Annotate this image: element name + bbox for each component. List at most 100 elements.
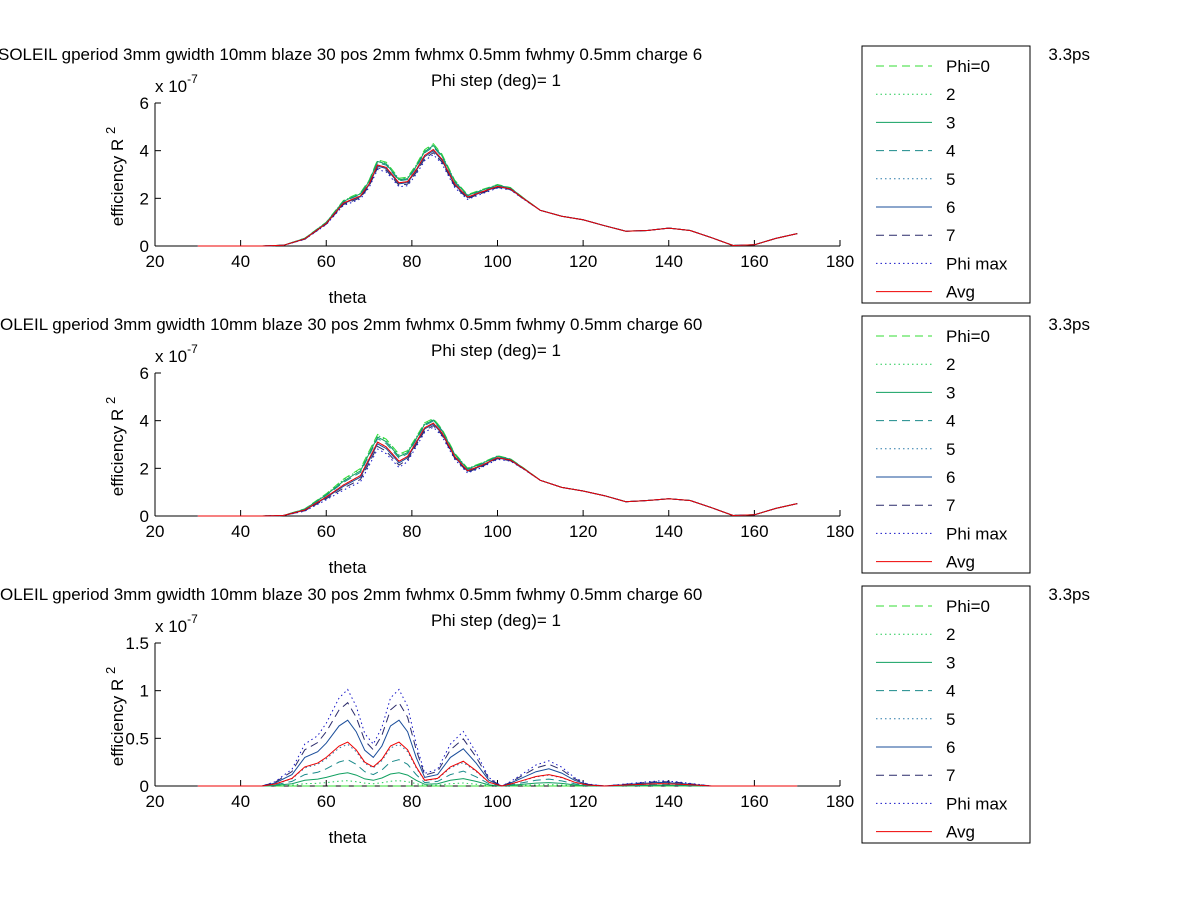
y-tick-label: 6 bbox=[140, 94, 149, 113]
y-tick-label: 2 bbox=[140, 459, 149, 478]
y-axis-label: efficiency R 2 bbox=[103, 397, 127, 497]
y-exponent-label: x 10-7 bbox=[155, 612, 198, 636]
legend-entry: 7 bbox=[946, 496, 955, 515]
legend-entry: 6 bbox=[946, 738, 955, 757]
legend: Phi=0 2 3 4 5 6 7 Phi max Avg bbox=[861, 585, 1031, 844]
x-tick-label: 120 bbox=[569, 252, 597, 271]
y-exponent-sup: -7 bbox=[187, 72, 198, 86]
series-line-phi-max bbox=[197, 426, 798, 517]
chart-title: OLEIL gperiod 3mm gwidth 10mm blaze 30 p… bbox=[0, 585, 702, 604]
x-tick-label: 160 bbox=[740, 252, 768, 271]
chart-subtitle: Phi step (deg)= 1 bbox=[431, 341, 561, 360]
legend-entry: 3 bbox=[946, 653, 955, 672]
y-tick-label: 2 bbox=[140, 189, 149, 208]
legend-entry: Avg bbox=[946, 283, 975, 302]
series-line-avg bbox=[197, 422, 798, 517]
legend-entry: 6 bbox=[946, 468, 955, 487]
series-line-5 bbox=[197, 422, 798, 517]
series-line-7 bbox=[197, 152, 798, 247]
x-tick-label: 60 bbox=[317, 252, 336, 271]
x-tick-label: 100 bbox=[483, 792, 511, 811]
legend-entry: 2 bbox=[946, 625, 955, 644]
series-line-6 bbox=[197, 150, 798, 247]
legend-entry: Phi max bbox=[946, 794, 1008, 813]
chart-title: SOLEIL gperiod 3mm gwidth 10mm blaze 30 … bbox=[0, 45, 702, 64]
y-axis-label: efficiency R 2 bbox=[103, 127, 127, 227]
x-tick-label: 140 bbox=[655, 792, 683, 811]
y-axis-label-sup: 2 bbox=[103, 397, 118, 404]
legend-box bbox=[861, 585, 1031, 844]
x-tick-label: 100 bbox=[483, 522, 511, 541]
legend-entry: 5 bbox=[946, 170, 955, 189]
x-axis-label: theta bbox=[329, 828, 367, 847]
x-tick-label: 20 bbox=[146, 792, 165, 811]
series-line-4 bbox=[197, 146, 798, 247]
x-tick-label: 160 bbox=[740, 522, 768, 541]
y-tick-label: 1 bbox=[140, 682, 149, 701]
x-tick-label: 160 bbox=[740, 792, 768, 811]
legend-box bbox=[861, 45, 1031, 304]
x-tick-label: 180 bbox=[826, 522, 854, 541]
legend-entry: Phi max bbox=[946, 254, 1008, 273]
series-line-phi-0 bbox=[197, 143, 798, 247]
legend-entry: Phi=0 bbox=[946, 327, 990, 346]
legend-entry: 4 bbox=[946, 412, 955, 431]
legend-entry: Phi=0 bbox=[946, 57, 990, 76]
legend-entry: 4 bbox=[946, 682, 955, 701]
x-tick-label: 140 bbox=[655, 252, 683, 271]
x-tick-label: 20 bbox=[146, 252, 165, 271]
chart-title-right: 3.3ps bbox=[1048, 315, 1090, 334]
y-tick-label: 0.5 bbox=[125, 729, 149, 748]
x-tick-label: 80 bbox=[402, 522, 421, 541]
series-line-phi-max bbox=[197, 153, 798, 247]
y-axis-label-sup: 2 bbox=[103, 667, 118, 674]
series-line-2 bbox=[197, 418, 798, 517]
legend-entry: Phi=0 bbox=[946, 597, 990, 616]
series-line-7 bbox=[197, 424, 798, 517]
chart-panel-2: 20 40 60 80 100 120 140 160 180 0 2 4 6 x 10-7 theta ef… bbox=[0, 315, 854, 577]
legend-entry: 4 bbox=[946, 142, 955, 161]
x-tick-label: 120 bbox=[569, 792, 597, 811]
x-tick-label: 40 bbox=[231, 522, 250, 541]
x-tick-label: 120 bbox=[569, 522, 597, 541]
y-tick-label: 1.5 bbox=[125, 634, 149, 653]
x-tick-label: 80 bbox=[402, 252, 421, 271]
legend-box bbox=[861, 315, 1031, 574]
series-line-phi-0 bbox=[197, 417, 798, 517]
series-line-4 bbox=[197, 759, 798, 787]
y-exponent-label: x 10-7 bbox=[155, 342, 198, 366]
y-axis-label: efficiency R 2 bbox=[103, 667, 127, 767]
series-line-3 bbox=[197, 772, 798, 787]
series-line-avg bbox=[197, 148, 798, 247]
y-exponent-sup: -7 bbox=[187, 342, 198, 356]
x-tick-label: 180 bbox=[826, 252, 854, 271]
legend-entry: 5 bbox=[946, 710, 955, 729]
x-tick-label: 40 bbox=[231, 252, 250, 271]
series-line-2 bbox=[197, 143, 798, 247]
legend-entry: Avg bbox=[946, 823, 975, 842]
chart-panel-1: 20 40 60 80 100 120 140 160 180 0 2 4 6 x 10-7 theta ef… bbox=[0, 45, 854, 307]
x-tick-label: 60 bbox=[317, 792, 336, 811]
x-tick-label: 180 bbox=[826, 792, 854, 811]
y-axis-label-sup: 2 bbox=[103, 127, 118, 134]
y-tick-label: 4 bbox=[140, 412, 149, 431]
legend-entry: 2 bbox=[946, 355, 955, 374]
x-axis-label: theta bbox=[329, 288, 367, 307]
chart-subtitle: Phi step (deg)= 1 bbox=[431, 71, 561, 90]
series-line-3 bbox=[197, 419, 798, 517]
y-exponent-label: x 10-7 bbox=[155, 72, 198, 96]
legend-entry: 7 bbox=[946, 766, 955, 785]
chart-title: OLEIL gperiod 3mm gwidth 10mm blaze 30 p… bbox=[0, 315, 702, 334]
x-axis-label: theta bbox=[329, 558, 367, 577]
x-tick-label: 60 bbox=[317, 522, 336, 541]
series-line-3 bbox=[197, 144, 798, 247]
y-exponent-sup: -7 bbox=[187, 612, 198, 626]
series-line-7 bbox=[197, 701, 798, 787]
legend-entry: 3 bbox=[946, 383, 955, 402]
chart-title-right: 3.3ps bbox=[1048, 45, 1090, 64]
legend-entry: 6 bbox=[946, 198, 955, 217]
x-tick-label: 100 bbox=[483, 252, 511, 271]
chart-subtitle: Phi step (deg)= 1 bbox=[431, 611, 561, 630]
x-tick-label: 80 bbox=[402, 792, 421, 811]
legend-entry: Avg bbox=[946, 553, 975, 572]
